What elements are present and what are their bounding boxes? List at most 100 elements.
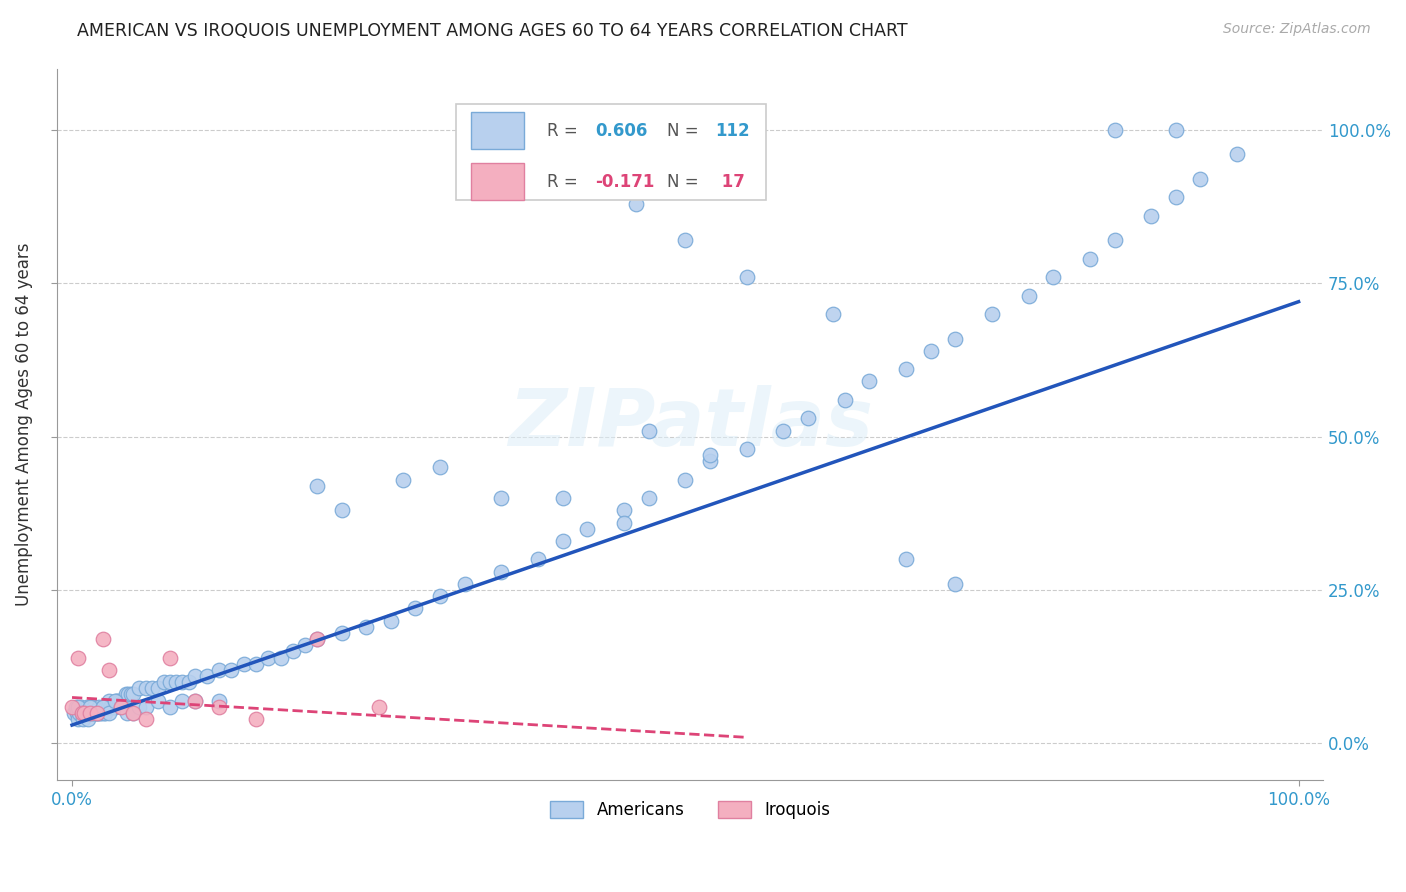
- Point: [128, 699, 150, 714]
- Point: [172, 693, 194, 707]
- Point: [89, 706, 111, 720]
- Text: 112: 112: [716, 122, 751, 140]
- Point: [491, 491, 513, 505]
- Point: [1164, 123, 1187, 137]
- Point: [75, 706, 97, 720]
- Text: N =: N =: [668, 173, 704, 192]
- Point: [159, 650, 181, 665]
- Y-axis label: Unemployment Among Ages 60 to 64 years: Unemployment Among Ages 60 to 64 years: [15, 243, 32, 607]
- Point: [79, 699, 101, 714]
- Text: R =: R =: [547, 122, 583, 140]
- Point: [91, 632, 114, 647]
- Point: [551, 491, 574, 505]
- Point: [73, 706, 96, 720]
- Point: [172, 675, 194, 690]
- Point: [146, 693, 169, 707]
- Point: [97, 693, 120, 707]
- Point: [221, 663, 243, 677]
- Point: [491, 565, 513, 579]
- Point: [77, 712, 100, 726]
- Point: [79, 706, 101, 720]
- Point: [67, 712, 90, 726]
- Point: [453, 577, 475, 591]
- Point: [270, 650, 292, 665]
- Point: [122, 706, 145, 720]
- Point: [1042, 270, 1064, 285]
- Point: [920, 343, 942, 358]
- Point: [1164, 190, 1187, 204]
- Point: [1078, 252, 1101, 266]
- Point: [94, 706, 117, 720]
- Point: [177, 675, 200, 690]
- Text: N =: N =: [668, 122, 704, 140]
- Point: [429, 589, 451, 603]
- Point: [894, 552, 917, 566]
- Point: [67, 699, 90, 714]
- Point: [257, 650, 280, 665]
- Point: [735, 270, 758, 285]
- FancyBboxPatch shape: [471, 112, 524, 149]
- Point: [146, 681, 169, 696]
- Point: [330, 626, 353, 640]
- Point: [84, 706, 107, 720]
- Point: [90, 706, 112, 720]
- Point: [673, 233, 696, 247]
- Point: [797, 411, 820, 425]
- Point: [637, 491, 659, 505]
- Point: [1189, 172, 1212, 186]
- Point: [183, 693, 205, 707]
- Point: [97, 706, 120, 720]
- Point: [96, 699, 118, 714]
- Point: [183, 693, 205, 707]
- FancyBboxPatch shape: [456, 104, 766, 200]
- Point: [153, 675, 176, 690]
- Point: [699, 448, 721, 462]
- Point: [613, 516, 636, 530]
- Point: [195, 669, 218, 683]
- Point: [159, 675, 181, 690]
- Point: [404, 601, 426, 615]
- Point: [981, 307, 1004, 321]
- Point: [135, 712, 157, 726]
- Point: [527, 552, 550, 566]
- Point: [65, 699, 87, 714]
- Point: [135, 699, 157, 714]
- Point: [97, 699, 120, 714]
- FancyBboxPatch shape: [471, 163, 524, 200]
- Point: [122, 706, 145, 720]
- Point: [86, 706, 108, 720]
- Point: [943, 331, 966, 345]
- Point: [83, 699, 105, 714]
- Point: [122, 687, 145, 701]
- Point: [772, 424, 794, 438]
- Point: [66, 706, 89, 720]
- Point: [141, 681, 163, 696]
- Point: [63, 706, 86, 720]
- Point: [307, 632, 329, 647]
- Point: [1140, 209, 1163, 223]
- Point: [107, 693, 129, 707]
- Point: [110, 699, 132, 714]
- Point: [392, 473, 415, 487]
- Point: [1226, 147, 1249, 161]
- Point: [307, 632, 329, 647]
- Point: [72, 712, 94, 726]
- Point: [91, 699, 114, 714]
- Point: [626, 196, 648, 211]
- Point: [105, 693, 128, 707]
- Point: [245, 657, 267, 671]
- Point: [551, 533, 574, 548]
- Point: [165, 675, 187, 690]
- Point: [79, 699, 101, 714]
- Point: [73, 706, 96, 720]
- Point: [107, 693, 129, 707]
- Point: [367, 699, 389, 714]
- Text: Source: ZipAtlas.com: Source: ZipAtlas.com: [1223, 22, 1371, 37]
- Point: [858, 375, 880, 389]
- Text: AMERICAN VS IROQUOIS UNEMPLOYMENT AMONG AGES 60 TO 64 YEARS CORRELATION CHART: AMERICAN VS IROQUOIS UNEMPLOYMENT AMONG …: [77, 22, 908, 40]
- Point: [101, 699, 124, 714]
- Text: 0.606: 0.606: [595, 122, 648, 140]
- Point: [183, 669, 205, 683]
- Point: [86, 706, 108, 720]
- Point: [699, 454, 721, 468]
